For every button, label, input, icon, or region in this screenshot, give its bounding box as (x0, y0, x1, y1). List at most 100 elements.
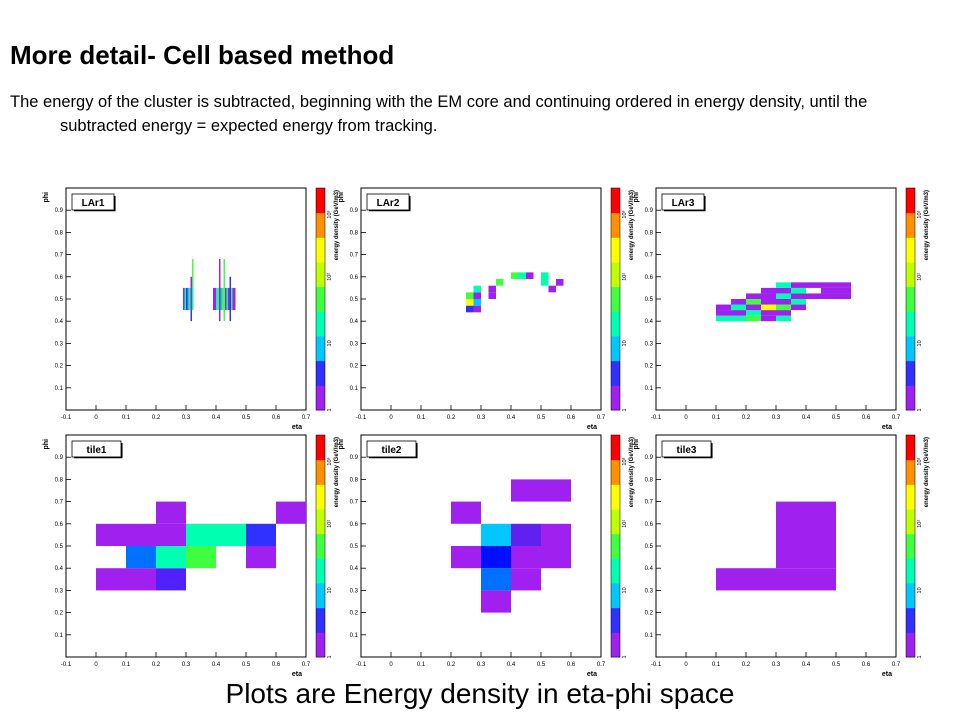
plot-title: LAr1 (82, 198, 105, 209)
x-tick-label: 0.2 (447, 662, 456, 668)
colorbar-segment (906, 262, 915, 288)
heatmap-cell (481, 568, 511, 591)
heatmap-cell (556, 279, 564, 286)
heatmap-cell (473, 299, 481, 306)
colorbar-segment (906, 237, 915, 263)
x-tick-label: 0.2 (447, 415, 456, 421)
y-tick-label: 0.3 (350, 588, 359, 594)
x-tick-label: 0.3 (477, 662, 486, 668)
heatmap-cell (761, 304, 776, 311)
colorbar-tick-label: 10 (622, 587, 628, 593)
colorbar-tick-label: 10² (622, 273, 628, 281)
heatmap-cell (541, 272, 549, 280)
colorbar-segment (316, 558, 325, 584)
y-tick-label: 0.5 (55, 297, 64, 303)
colorbar-segment (316, 385, 325, 411)
heatmap-cell (548, 285, 556, 293)
slide-title: More detail- Cell based method (10, 40, 395, 70)
x-tick-label: -0.1 (356, 415, 367, 421)
plot-title: LAr2 (377, 198, 400, 209)
x-tick-label: -0.1 (651, 415, 662, 421)
colorbar-segment (316, 262, 325, 288)
heatmap-cell (222, 287, 224, 311)
y-tick-label: 0.3 (645, 341, 654, 347)
colorbar-tick-label: 10² (327, 520, 333, 528)
heatmap-cell (821, 293, 836, 299)
y-tick-label: 0.5 (350, 297, 359, 303)
y-tick-label: 0.3 (55, 341, 64, 347)
colorbar-tick-label: 10² (327, 273, 333, 281)
y-tick-label: 0.5 (55, 544, 64, 550)
x-tick-label: 0 (94, 415, 98, 421)
heatmap-cell (746, 293, 761, 299)
colorbar-tick-label: 10² (622, 520, 628, 528)
colorbar-tick-label: 10³ (622, 210, 628, 218)
heatmap-cell (746, 310, 761, 316)
heatmap-cell (791, 304, 806, 311)
colorbar-frame (610, 434, 621, 658)
y-tick-label: 0.1 (55, 633, 64, 639)
y-tick-label: 0.8 (55, 230, 64, 236)
heatmap-panel-tile2: -0.1 0 0.1 0.2 0.3 0.4 0.5 0.6 0.7 0.1 0.2 0.3 0.4 0.… (338, 434, 635, 678)
y-tick-label: 0.3 (350, 341, 359, 347)
x-tick-label: 0.1 (417, 415, 426, 421)
y-tick-label: 0.9 (350, 455, 359, 461)
heatmap-cell (746, 299, 761, 305)
heatmap-cell (228, 287, 230, 311)
slide-caption: Plots are Energy density in eta-phi spac… (225, 678, 735, 709)
heatmap-cell (716, 568, 776, 591)
heatmap-cell (776, 293, 791, 299)
y-tick-label: 0.4 (350, 319, 359, 325)
colorbar-label: energy density (GeV/m3) (334, 437, 340, 507)
colorbar-tick-label: 10³ (622, 457, 628, 465)
heatmap-cell (511, 272, 519, 280)
heatmap-cell (96, 523, 126, 546)
heatmap-cell (836, 282, 851, 288)
x-tick-label: 0.5 (537, 662, 546, 668)
y-tick-label: 0.2 (350, 364, 359, 370)
heatmap-cell (836, 293, 851, 299)
x-tick-label: 0.7 (302, 415, 311, 421)
heatmap-panel-tile1: -0.1 0 0.1 0.2 0.3 0.4 0.5 0.6 0.7 0.1 0.2 0.3 0.4 0.… (43, 434, 340, 678)
y-tick-label: 0.5 (645, 297, 654, 303)
colorbar-segment (611, 533, 620, 559)
heatmap-cell (541, 279, 549, 286)
x-tick-label: -0.1 (61, 662, 72, 668)
heatmap-panel-lar3: -0.1 0 0.1 0.2 0.3 0.4 0.5 0.6 0.7 0.1 0.2 0.3 0.4 0.… (633, 187, 930, 431)
y-tick-label: 0.4 (350, 566, 359, 572)
heatmap-cell (511, 479, 541, 502)
y-axis-label: phi (633, 439, 640, 450)
x-axis-label: eta (292, 671, 302, 678)
heatmap-cell (466, 292, 474, 299)
x-tick-label: 0 (389, 415, 393, 421)
y-tick-label: 0.1 (645, 386, 654, 392)
heatmap-cell (216, 523, 246, 546)
x-tick-label: 0.4 (802, 415, 811, 421)
colorbar-segment (316, 435, 325, 461)
y-tick-label: 0.6 (350, 275, 359, 281)
y-tick-label: 0.6 (645, 522, 654, 528)
x-tick-label: 0.6 (862, 662, 871, 668)
heatmap-cell (821, 282, 836, 288)
x-tick-label: 0.5 (242, 662, 251, 668)
y-tick-label: 0.7 (645, 500, 654, 506)
y-tick-label: 0.4 (55, 319, 64, 325)
heatmap-cell (481, 546, 511, 569)
heatmap-cell (156, 501, 186, 524)
colorbar-segment (611, 385, 620, 411)
x-tick-label: -0.1 (356, 662, 367, 668)
colorbar-segment (316, 509, 325, 535)
heatmap-cell (192, 287, 194, 311)
heatmap-panel-tile3: -0.1 0 0.1 0.2 0.3 0.4 0.5 0.6 0.7 0.1 0.2 0.3 0.4 0.… (633, 434, 930, 678)
heatmap-cell (731, 299, 746, 305)
colorbar-tick-label: 10² (917, 273, 923, 281)
x-tick-label: 0.3 (182, 662, 191, 668)
heatmap-cell (496, 279, 504, 286)
heatmap-cell (731, 315, 746, 322)
x-tick-label: 0 (94, 662, 98, 668)
colorbar-segment (906, 607, 915, 633)
heatmap-cell (156, 523, 186, 546)
heatmap-cell (183, 287, 185, 311)
x-tick-label: 0.2 (152, 662, 161, 668)
colorbar-tick-label: 1 (622, 655, 628, 658)
